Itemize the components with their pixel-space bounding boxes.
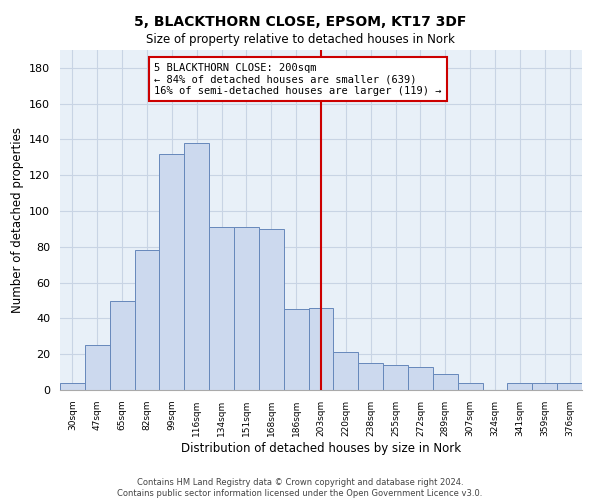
- Bar: [308, 308, 334, 390]
- Bar: [110, 300, 134, 390]
- Bar: [259, 229, 284, 390]
- Bar: [160, 154, 184, 390]
- X-axis label: Distribution of detached houses by size in Nork: Distribution of detached houses by size …: [181, 442, 461, 454]
- Bar: [209, 227, 234, 390]
- Bar: [557, 383, 582, 390]
- Bar: [408, 366, 433, 390]
- Title: 5, BLACKTHORN CLOSE, EPSOM, KT17 3DF: 5, BLACKTHORN CLOSE, EPSOM, KT17 3DF: [0, 499, 1, 500]
- Bar: [60, 383, 85, 390]
- Bar: [334, 352, 358, 390]
- Bar: [284, 310, 308, 390]
- Bar: [383, 365, 408, 390]
- Text: Size of property relative to detached houses in Nork: Size of property relative to detached ho…: [146, 32, 454, 46]
- Bar: [134, 250, 160, 390]
- Bar: [458, 383, 482, 390]
- Bar: [358, 363, 383, 390]
- Text: 5, BLACKTHORN CLOSE, EPSOM, KT17 3DF: 5, BLACKTHORN CLOSE, EPSOM, KT17 3DF: [134, 15, 466, 29]
- Text: Contains HM Land Registry data © Crown copyright and database right 2024.
Contai: Contains HM Land Registry data © Crown c…: [118, 478, 482, 498]
- Bar: [532, 383, 557, 390]
- Bar: [85, 346, 110, 390]
- Bar: [184, 143, 209, 390]
- Bar: [234, 227, 259, 390]
- Y-axis label: Number of detached properties: Number of detached properties: [11, 127, 23, 313]
- Bar: [433, 374, 458, 390]
- Bar: [508, 383, 532, 390]
- Text: 5 BLACKTHORN CLOSE: 200sqm
← 84% of detached houses are smaller (639)
16% of sem: 5 BLACKTHORN CLOSE: 200sqm ← 84% of deta…: [154, 62, 442, 96]
